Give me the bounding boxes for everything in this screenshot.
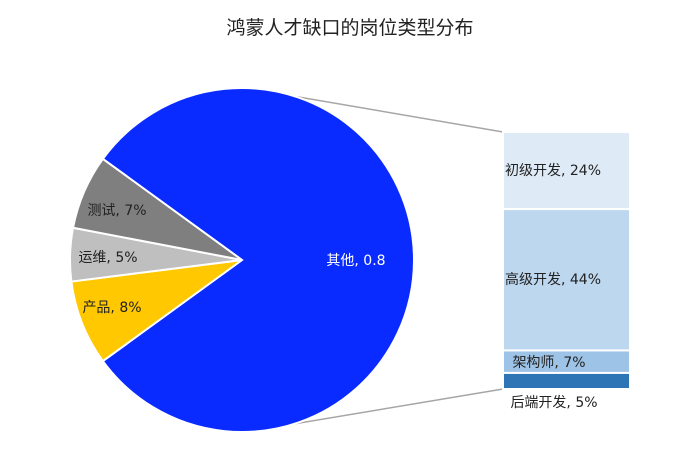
pie-slice-label-2: 运维, 5%: [78, 250, 137, 266]
pie-slice-label-1: 产品, 8%: [82, 300, 141, 316]
chart-title: 鸿蒙人才缺口的岗位类型分布: [226, 17, 473, 39]
breakdown-bar: 初级开发, 24% 高级开发, 44% 架构师, 7% 后端开发, 5%: [502, 131, 631, 411]
pie-slice-label-0: 其他, 0.8: [326, 253, 385, 269]
bar-segment-label-1: 高级开发, 44%: [505, 271, 601, 288]
bar-segment-label-3: 后端开发, 5%: [510, 395, 597, 411]
bar-segment-label-0: 初级开发, 24%: [505, 162, 601, 179]
pie-slice-label-3: 测试, 7%: [87, 203, 146, 219]
bar-segment-0: [502, 131, 631, 211]
bar-segment-3: [502, 371, 631, 391]
bar-segment-label-2: 架构师, 7%: [512, 355, 585, 371]
pie-slice-0: [101, 87, 415, 433]
pie: 其他, 0.8 产品, 8% 运维, 5% 测试, 7%: [69, 87, 415, 433]
pie-slice-3: [71, 157, 243, 261]
bar-segment-1: [502, 208, 631, 352]
